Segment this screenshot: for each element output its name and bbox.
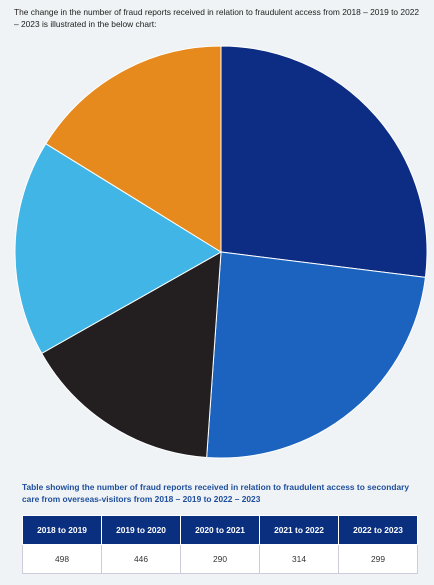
header-cell: 2020 to 2021: [180, 515, 260, 545]
table-caption: Table showing the number of fraud report…: [22, 482, 410, 504]
pie-slice: [14, 142, 222, 355]
value-cell: 299: [338, 544, 418, 574]
pie-chart: [14, 45, 428, 459]
value-cell: 498: [22, 544, 102, 574]
value-cell: 314: [259, 544, 339, 574]
value-cell: 446: [101, 544, 181, 574]
pie-slice: [206, 251, 426, 459]
data-table: 2018 to 2019 2019 to 2020 2020 to 2021 2021…: [22, 515, 418, 574]
header-cell: 2018 to 2019: [22, 515, 102, 545]
pie-slice: [45, 45, 222, 253]
value-cell: 290: [180, 544, 260, 574]
header-row: 2018 to 2019 2019 to 2020 2020 to 2021 2021…: [22, 515, 418, 545]
intro-text: The change in the number of fraud report…: [14, 7, 420, 29]
header-cell: 2022 to 2023: [338, 515, 418, 545]
header-cell: 2021 to 2022: [259, 515, 339, 545]
header-cell: 2019 to 2020: [101, 515, 181, 545]
value-row: 498 446 290 314 299: [22, 544, 418, 574]
pie-slice: [220, 45, 428, 278]
pie-slice: [40, 251, 222, 459]
